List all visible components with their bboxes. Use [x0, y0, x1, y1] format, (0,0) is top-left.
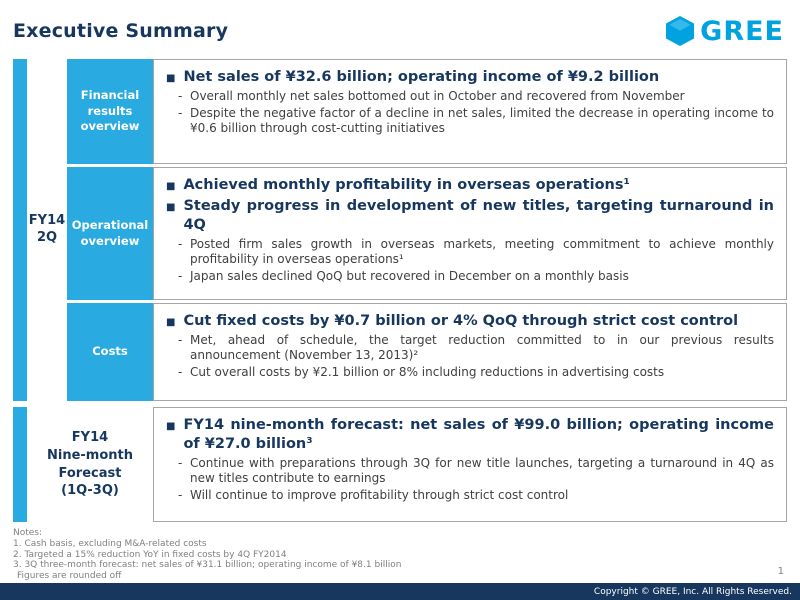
- copyright-text: Copyright © GREE, Inc. All Rights Reserv…: [593, 586, 792, 597]
- note-line-3: 3. 3Q three-month forecast: net sales of…: [13, 560, 402, 571]
- bullet-item: - Despite the negative factor of a decli…: [178, 106, 774, 136]
- note-line-2: 2. Targeted a 15% reduction YoY in fixed…: [13, 549, 287, 560]
- dash-bullet-icon: -: [178, 237, 183, 252]
- slide-header: Executive Summary GREE: [0, 0, 800, 46]
- forecast-label: FY14 Nine-month Forecast (1Q-3Q): [27, 407, 153, 522]
- square-bullet-icon: ■: [166, 73, 176, 84]
- headline-text: Achieved monthly profitability in overse…: [183, 177, 630, 193]
- bullet-text: Met, ahead of schedule, the target reduc…: [190, 333, 774, 363]
- fy14-2q-rows: Financial results overview ■ Net sales o…: [67, 59, 787, 401]
- headline-text: FY14 nine-month forecast: net sales of ¥…: [183, 417, 774, 453]
- accent-strip: [13, 407, 27, 522]
- dash-bullet-icon: -: [178, 333, 183, 348]
- fy14-2q-group: FY14 2Q Financial results overview ■ Net…: [13, 59, 787, 401]
- content-costs: ■ Cut fixed costs by ¥0.7 billion or 4% …: [153, 303, 787, 401]
- bullet-text: Despite the negative factor of a decline…: [190, 106, 774, 136]
- headline: ■ Net sales of ¥32.6 billion; operating …: [166, 68, 774, 87]
- square-bullet-icon: ■: [166, 421, 176, 432]
- headline: ■ FY14 nine-month forecast: net sales of…: [166, 416, 774, 454]
- summary-table: FY14 2Q Financial results overview ■ Net…: [13, 59, 787, 522]
- dash-bullet-icon: -: [178, 269, 183, 284]
- bullet-item: - Posted firm sales growth in overseas m…: [178, 237, 774, 267]
- forecast-group: FY14 Nine-month Forecast (1Q-3Q) ■ FY14 …: [13, 407, 787, 522]
- headline: ■ Cut fixed costs by ¥0.7 billion or 4% …: [166, 312, 774, 331]
- page-number: 1: [777, 566, 784, 577]
- bullet-item: - Overall monthly net sales bottomed out…: [178, 89, 774, 104]
- fy14-2q-label: FY14 2Q: [27, 59, 67, 401]
- dash-bullet-icon: -: [178, 456, 183, 471]
- bullet-text: Will continue to improve profitability t…: [190, 488, 569, 503]
- headline: ■ Steady progress in development of new …: [166, 197, 774, 235]
- content-financial: ■ Net sales of ¥32.6 billion; operating …: [153, 59, 787, 164]
- row-operational: Operational overview ■ Achieved monthly …: [67, 167, 787, 300]
- content-operational: ■ Achieved monthly profitability in over…: [153, 167, 787, 300]
- bullet-text: Cut overall costs by ¥2.1 billion or 8% …: [190, 365, 665, 380]
- row-label-costs: Costs: [67, 303, 153, 401]
- content-forecast: ■ FY14 nine-month forecast: net sales of…: [153, 407, 787, 522]
- headline-text: Net sales of ¥32.6 billion; operating in…: [183, 69, 660, 85]
- square-bullet-icon: ■: [166, 317, 176, 328]
- dash-bullet-icon: -: [178, 365, 183, 380]
- dash-bullet-icon: -: [178, 89, 183, 104]
- bullet-item: - Met, ahead of schedule, the target red…: [178, 333, 774, 363]
- note-line-4: Figures are rounded off: [17, 571, 122, 582]
- bullet-item: - Will continue to improve profitability…: [178, 488, 774, 503]
- bullet-item: - Cut overall costs by ¥2.1 billion or 8…: [178, 365, 774, 380]
- bullet-item: - Continue with preparations through 3Q …: [178, 456, 774, 486]
- gree-logo: GREE: [666, 16, 784, 46]
- bullet-item: - Japan sales declined QoQ but recovered…: [178, 269, 774, 284]
- row-financial: Financial results overview ■ Net sales o…: [67, 59, 787, 164]
- notes-block: Notes: 1. Cash basis, excluding M&A-rela…: [13, 528, 787, 582]
- headline-text: Cut fixed costs by ¥0.7 billion or 4% Qo…: [183, 313, 739, 329]
- headline-text: Steady progress in development of new ti…: [183, 198, 774, 234]
- bullet-text: Continue with preparations through 3Q fo…: [190, 456, 774, 486]
- bullet-text: Overall monthly net sales bottomed out i…: [190, 89, 685, 104]
- page-title: Executive Summary: [13, 20, 229, 42]
- dash-bullet-icon: -: [178, 106, 183, 121]
- notes-title: Notes:: [13, 528, 43, 538]
- bullet-text: Japan sales declined QoQ but recovered i…: [190, 269, 629, 284]
- footer-bar: Copyright © GREE, Inc. All Rights Reserv…: [0, 583, 800, 600]
- accent-strip: [13, 59, 27, 401]
- row-label-operational: Operational overview: [67, 167, 153, 300]
- note-line-1: 1. Cash basis, excluding M&A-related cos…: [13, 538, 207, 549]
- headline: ■ Achieved monthly profitability in over…: [166, 176, 774, 195]
- dash-bullet-icon: -: [178, 488, 183, 503]
- row-costs: Costs ■ Cut fixed costs by ¥0.7 billion …: [67, 303, 787, 401]
- row-label-financial: Financial results overview: [67, 59, 153, 164]
- square-bullet-icon: ■: [166, 181, 176, 192]
- gree-wordmark: GREE: [700, 15, 784, 47]
- bullet-text: Posted firm sales growth in overseas mar…: [190, 237, 774, 267]
- square-bullet-icon: ■: [166, 202, 176, 214]
- gree-hexagon-icon: [666, 16, 695, 46]
